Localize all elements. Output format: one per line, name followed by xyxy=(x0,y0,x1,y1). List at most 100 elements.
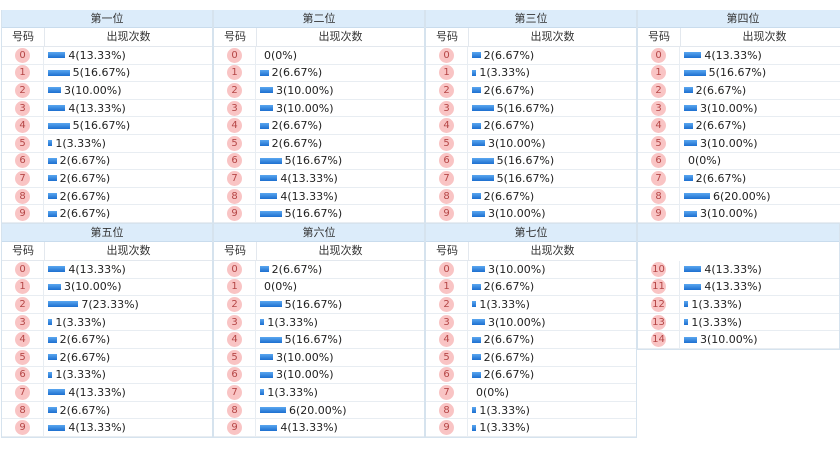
count-text: 6(20.00%) xyxy=(289,403,347,417)
count-cell: 2(6.67%) xyxy=(468,119,636,132)
count-cell: 5(16.67%) xyxy=(468,154,636,167)
table-row: 0 3(10.00%) xyxy=(426,261,636,279)
count-cell: 1(3.33%) xyxy=(256,316,424,329)
count-text: 0(0%) xyxy=(476,385,510,399)
table-row: 1 5(16.67%) xyxy=(2,64,212,83)
number-cell: 4 xyxy=(214,117,256,134)
frequency-bar xyxy=(48,193,57,200)
frequency-bar xyxy=(472,140,485,147)
number-cell: 3 xyxy=(214,313,256,331)
frequency-bar xyxy=(472,157,494,164)
number-ball: 3 xyxy=(227,314,242,330)
frequency-bar xyxy=(260,301,282,308)
panel-header: 号码 出现次数 xyxy=(426,242,636,261)
number-ball: 6 xyxy=(15,153,30,169)
count-text: 3(10.00%) xyxy=(64,83,122,97)
number-ball: 5 xyxy=(651,135,666,151)
count-cell: 6(20.00%) xyxy=(680,190,840,203)
number-cell: 6 xyxy=(426,152,468,170)
number-ball: 3 xyxy=(227,100,242,116)
panel-header: 号码 出现次数 xyxy=(214,28,424,47)
number-cell: 3 xyxy=(426,313,468,331)
number-ball: 7 xyxy=(651,170,666,186)
count-cell: 2(6.67%) xyxy=(468,49,636,62)
panel-title: 第一位 xyxy=(2,10,212,28)
number-ball: 9 xyxy=(227,420,242,436)
frequency-bar xyxy=(48,407,57,414)
count-text: 2(6.67%) xyxy=(59,403,111,417)
count-cell: 5(16.67%) xyxy=(468,102,636,115)
number-cell: 2 xyxy=(2,296,44,313)
count-cell: 5(16.67%) xyxy=(256,154,424,167)
number-ball: 2 xyxy=(439,296,454,312)
count-text: 5(16.67%) xyxy=(496,101,555,115)
count-text: 3(10.00%) xyxy=(276,368,334,382)
number-ball: 4 xyxy=(15,118,30,134)
count-text: 2(6.67%) xyxy=(271,262,323,276)
count-text: 5(16.67%) xyxy=(284,207,343,221)
count-text: 2(6.67%) xyxy=(59,171,111,185)
number-ball: 6 xyxy=(227,367,242,383)
position-panel-1: 第一位 号码 出现次数 0 4(13.33%) 1 5(16.67%) 2 3(10.00%) 3… xyxy=(1,10,213,224)
table-row: 0 2(6.67%) xyxy=(214,261,424,279)
table-row: 7 2(6.67%) xyxy=(2,170,212,188)
number-ball: 8 xyxy=(439,188,454,204)
number-cell: 9 xyxy=(426,419,468,436)
number-ball: 5 xyxy=(439,349,454,365)
number-column-header: 号码 xyxy=(214,28,257,46)
count-text: 2(6.67%) xyxy=(483,48,535,62)
number-ball: 0 xyxy=(439,47,454,63)
number-ball: 2 xyxy=(227,82,242,98)
number-cell: 3 xyxy=(2,313,44,331)
count-cell: 2(6.67%) xyxy=(468,351,636,364)
number-cell: 9 xyxy=(214,205,256,222)
table-row: 6 0(0%) xyxy=(638,152,840,171)
count-cell: 2(6.67%) xyxy=(256,119,424,132)
table-row: 8 2(6.67%) xyxy=(2,401,212,420)
table-row: 8 2(6.67%) xyxy=(2,187,212,206)
number-cell: 8 xyxy=(214,187,256,205)
table-row: 2 3(10.00%) xyxy=(2,82,212,100)
count-text: 3(10.00%) xyxy=(276,83,334,97)
count-cell: 5(16.67%) xyxy=(468,172,636,185)
number-ball: 7 xyxy=(439,384,454,400)
number-ball: 12 xyxy=(651,296,666,312)
count-cell: 4(13.33%) xyxy=(256,421,424,434)
table-row: 1 1(3.33%) xyxy=(426,64,636,83)
count-cell: 1(3.33%) xyxy=(680,316,839,329)
number-ball: 2 xyxy=(651,82,666,98)
number-ball: 1 xyxy=(227,65,242,81)
count-text: 2(6.67%) xyxy=(271,136,323,150)
table-row: 14 3(10.00%) xyxy=(638,331,839,349)
number-cell: 0 xyxy=(2,261,44,278)
number-cell: 1 xyxy=(214,64,256,82)
count-cell: 2(6.67%) xyxy=(44,190,212,203)
position-panel-6: 第六位 号码 出现次数 0 2(6.67%) 1 0(0%) 2 5(16.67%) 3 1(3.3… xyxy=(213,224,425,438)
number-column-header: 号码 xyxy=(2,28,45,46)
number-cell: 9 xyxy=(638,205,680,222)
number-cell: 6 xyxy=(426,366,468,384)
count-cell: 0(0%) xyxy=(468,386,636,399)
table-row: 9 4(13.33%) xyxy=(214,419,424,437)
count-text: 3(10.00%) xyxy=(700,136,758,150)
frequency-bar xyxy=(48,105,66,112)
count-text: 2(6.67%) xyxy=(59,189,111,203)
position-panel-3: 第三位 号码 出现次数 0 2(6.67%) 1 1(3.33%) 2 2(6.67%) 3 5(1… xyxy=(425,10,637,224)
count-cell: 7(23.33%) xyxy=(44,298,212,311)
number-ball: 9 xyxy=(15,420,30,436)
count-cell: 2(6.67%) xyxy=(468,190,636,203)
table-row: 11 4(13.33%) xyxy=(638,278,839,297)
frequency-bar xyxy=(684,301,689,308)
count-column-header: 出现次数 xyxy=(742,30,787,43)
count-cell: 3(10.00%) xyxy=(680,333,839,346)
number-column-header: 号码 xyxy=(214,242,257,260)
panel-header: 号码 出现次数 xyxy=(214,242,424,261)
number-cell: 5 xyxy=(426,348,468,366)
number-cell: 5 xyxy=(2,348,44,366)
position-panel-7: 第七位 号码 出现次数 0 3(10.00%) 1 2(6.67%) 2 1(3.33%) 3 3(… xyxy=(425,224,637,438)
number-ball: 13 xyxy=(651,314,666,330)
position-panel-2: 第二位 号码 出现次数 0 0(0%) 1 2(6.67%) 2 3(10.00%) 3 3(10.… xyxy=(213,10,425,224)
frequency-bar xyxy=(260,140,269,147)
count-text: 2(6.67%) xyxy=(483,83,535,97)
number-cell: 3 xyxy=(2,99,44,117)
